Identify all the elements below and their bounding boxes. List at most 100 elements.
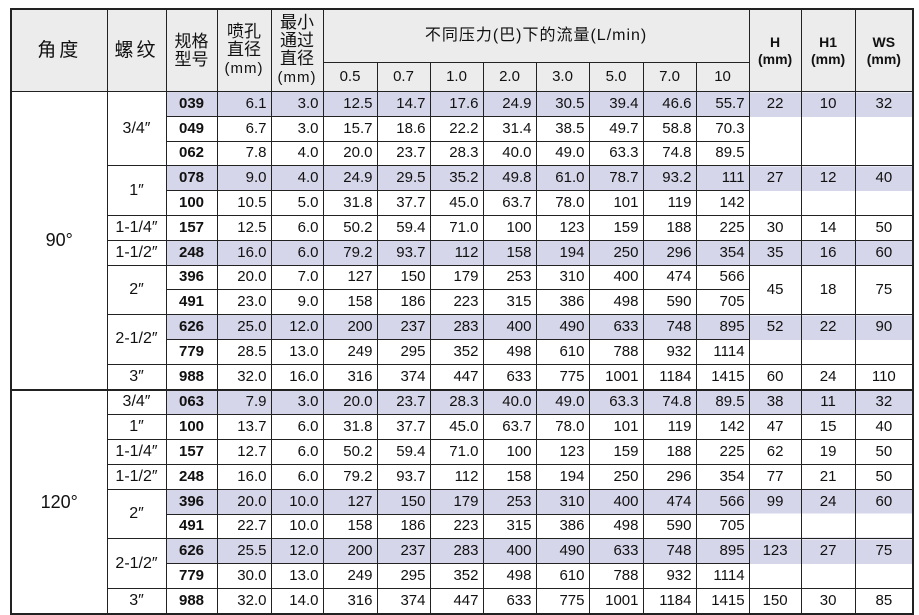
- flow-cell: 49.0: [535, 140, 590, 167]
- header-pressure: 1.0: [429, 62, 484, 92]
- table-row: 2″ 396 20.0 10.0 127 150 179 253 310 400 474 566 99 2…: [11, 488, 914, 540]
- flow-cell: 400: [482, 538, 537, 565]
- flow-cell: 566: [695, 264, 750, 291]
- h-cell: 27: [748, 165, 802, 216]
- flow-cell: 705: [695, 513, 750, 540]
- flow-cell: 24.9: [322, 165, 378, 192]
- h1-cell: 18: [800, 264, 856, 316]
- flow-cell: 100: [482, 214, 537, 241]
- header-pressure: 0.5: [322, 62, 378, 92]
- flow-cell: 70.3: [695, 115, 750, 142]
- model-cell: 988: [165, 587, 218, 615]
- header-h-unit: (mm): [757, 50, 793, 67]
- header-ws-label: WS: [872, 33, 896, 50]
- table-row: 100 10.5 5.0 31.8 37.7 45.0 63.7 78.0 101 119 142: [11, 190, 913, 216]
- min-passage-cell: 16.0: [270, 363, 324, 391]
- flow-cell: 1114: [695, 338, 750, 365]
- flow-cell: 374: [376, 363, 431, 391]
- flow-cell: 18.6: [376, 115, 431, 142]
- flow-cell: 100: [482, 439, 537, 465]
- flow-cell: 315: [482, 289, 537, 316]
- thread-cell: 3″: [106, 363, 167, 391]
- flow-cell: 283: [429, 314, 484, 340]
- flow-cell: 127: [322, 488, 378, 515]
- model-cell: 062: [165, 140, 218, 167]
- flow-cell: 59.4: [376, 214, 431, 241]
- flow-cell: 24.9: [482, 91, 537, 117]
- flow-cell: 45.0: [429, 414, 484, 441]
- h-cell: 35: [748, 239, 802, 266]
- flow-cell: 296: [642, 463, 697, 490]
- flow-cell: 498: [482, 338, 537, 365]
- flow-cell: 1415: [695, 587, 750, 615]
- table-row: 491 22.7 10.0 158 186 223 315 386 498 590 705: [11, 513, 913, 540]
- table-row: 491 23.0 9.0 158 186 223 315 386 498 590 705: [11, 289, 913, 316]
- flow-cell: 310: [535, 264, 590, 291]
- flow-cell: 31.4: [482, 115, 537, 142]
- ws-cell: 110: [854, 363, 914, 391]
- flow-cell: 112: [429, 463, 484, 490]
- flow-cell: 374: [376, 587, 431, 615]
- flow-cell: 29.5: [376, 165, 431, 192]
- flow-cell: 283: [429, 538, 484, 565]
- flow-cell: 40.0: [482, 389, 537, 416]
- flow-cell: 101: [588, 190, 644, 216]
- thread-cell: 3″: [106, 587, 167, 615]
- thread-cell: 2″: [106, 488, 167, 540]
- orifice-cell: 30.0: [216, 563, 272, 589]
- header-pressure: 2.0: [482, 62, 537, 92]
- flow-cell: 111: [695, 165, 750, 192]
- flow-cell: 39.4: [588, 91, 644, 117]
- h-cell: 47: [748, 414, 802, 441]
- flow-cell: 78.0: [535, 414, 590, 441]
- flow-cell: 31.8: [322, 414, 378, 441]
- header-pressure: 10: [695, 62, 750, 92]
- flow-cell: 49.8: [482, 165, 537, 192]
- ws-cell: 32: [854, 389, 914, 416]
- thread-cell: 2″: [106, 264, 167, 316]
- flow-cell: 22.2: [429, 115, 484, 142]
- min-passage-cell: 12.0: [270, 314, 324, 340]
- flow-cell: 78.7: [588, 165, 644, 192]
- flow-cell: 179: [429, 488, 484, 515]
- flow-cell: 775: [535, 587, 590, 615]
- table-row: 1″ 100 13.7 6.0 31.8 37.7 45.0 63.7 78.0 101 119 14…: [11, 414, 914, 441]
- min-passage-cell: 6.0: [270, 239, 324, 266]
- header-min-passage: 最小通过直径 (mm): [270, 8, 324, 92]
- flow-cell: 179: [429, 264, 484, 291]
- header-pressure: 3.0: [535, 62, 590, 92]
- flow-cell: 40.0: [482, 140, 537, 167]
- min-passage-cell: 6.0: [270, 463, 324, 490]
- min-passage-cell: 6.0: [270, 414, 324, 441]
- orifice-cell: 6.7: [216, 115, 272, 142]
- flow-cell: 1114: [695, 563, 750, 589]
- ws-cell: 32: [854, 90, 914, 167]
- flow-cell: 610: [535, 563, 590, 589]
- flow-cell: 71.0: [429, 214, 484, 241]
- model-cell: 039: [165, 91, 218, 117]
- flow-cell: 59.4: [376, 439, 431, 465]
- flow-cell: 127: [322, 264, 378, 291]
- header-orifice-label: 喷孔直径: [227, 22, 261, 59]
- h-cell: 62: [748, 439, 802, 465]
- model-cell: 100: [165, 190, 218, 216]
- flow-cell: 112: [429, 239, 484, 266]
- h-cell: 30: [748, 214, 802, 241]
- h-cell: 99: [748, 488, 802, 540]
- flow-cell: 14.7: [376, 91, 431, 117]
- flow-cell: 20.0: [322, 140, 378, 167]
- thread-cell: 2-1/2″: [106, 538, 167, 589]
- flow-cell: 447: [429, 363, 484, 391]
- model-cell: 248: [165, 239, 218, 266]
- orifice-cell: 7.8: [216, 140, 272, 167]
- flow-cell: 295: [376, 563, 431, 589]
- ws-cell: 50: [854, 463, 914, 490]
- min-passage-cell: 3.0: [270, 115, 324, 142]
- orifice-cell: 10.5: [216, 190, 272, 216]
- flow-cell: 895: [695, 314, 750, 340]
- model-cell: 100: [165, 414, 218, 441]
- h1-cell: 15: [800, 414, 856, 441]
- flow-cell: 249: [322, 563, 378, 589]
- flow-cell: 63.7: [482, 190, 537, 216]
- min-passage-cell: 13.0: [270, 563, 324, 589]
